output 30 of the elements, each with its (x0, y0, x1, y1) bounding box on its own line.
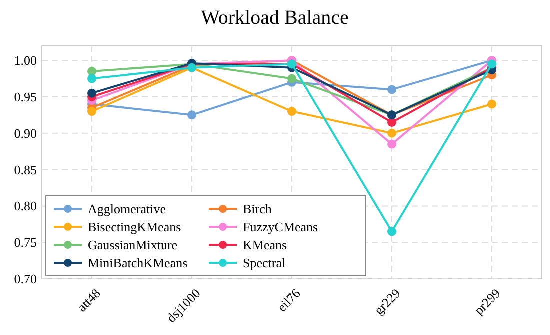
point (388, 128, 396, 138)
point (488, 100, 496, 109)
y-tick-label: 0.80 (14, 198, 37, 214)
legend-label: GaussianMixture (88, 238, 178, 253)
point (88, 88, 96, 98)
y-tick-label: 0.70 (14, 272, 37, 287)
legend-label: Agglomerative (88, 202, 166, 217)
y-tick-label: 1.00 (14, 53, 37, 68)
y-tick-label: 0.95 (14, 90, 37, 105)
point (188, 110, 196, 120)
point (388, 85, 396, 94)
y-tick-label: 0.85 (14, 162, 37, 178)
legend-label: Spectral (243, 256, 286, 271)
y-tick-label: 0.75 (14, 235, 37, 250)
legend-label: KMeans (243, 238, 288, 253)
point (488, 60, 496, 69)
point (388, 118, 396, 127)
y-tick-label: 0.90 (14, 126, 37, 141)
chart-title: Workload Balance (201, 7, 350, 29)
legend-label: Birch (243, 202, 272, 217)
legend-label: BisectingKMeans (88, 220, 182, 235)
point (88, 74, 96, 84)
point (388, 227, 396, 236)
legend-label: MiniBatchKMeans (88, 256, 188, 271)
point (388, 140, 396, 149)
point (288, 74, 296, 84)
legend-label: FuzzyCMeans (243, 220, 318, 235)
point (288, 107, 296, 116)
point (88, 107, 96, 116)
point (88, 66, 96, 76)
